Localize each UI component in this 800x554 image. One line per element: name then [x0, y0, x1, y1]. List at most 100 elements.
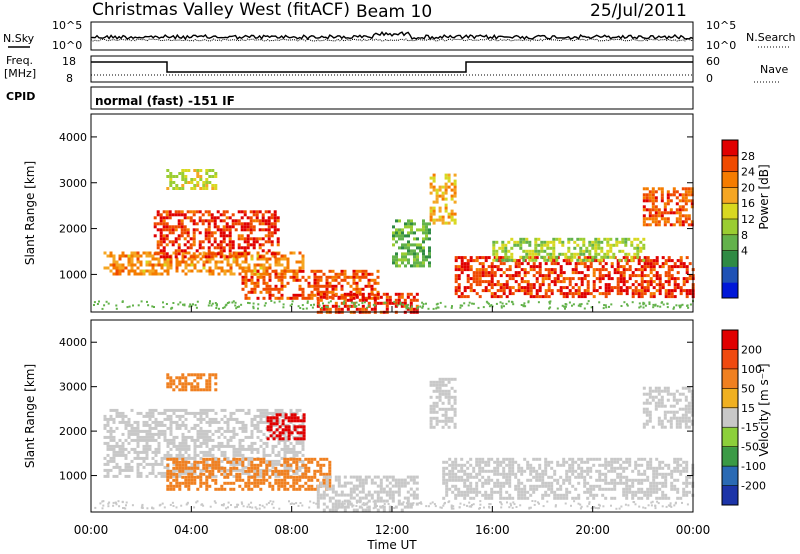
- data-cell: [681, 413, 685, 417]
- data-cell: [283, 441, 287, 445]
- data-cell: [678, 425, 682, 429]
- data-cell: [453, 218, 457, 222]
- data-cell: [355, 272, 359, 276]
- data-cell: [648, 410, 652, 414]
- data-cell: [586, 457, 590, 461]
- data-cell: [523, 469, 527, 473]
- data-cell: [196, 460, 200, 464]
- data-cell: [103, 441, 107, 445]
- data-cell: [118, 471, 122, 475]
- data-cell: [508, 481, 512, 485]
- data-cell: [645, 422, 649, 426]
- data-cell: [567, 237, 571, 241]
- data-cell: [649, 295, 653, 299]
- data-cell: [307, 281, 311, 285]
- data-cell: [510, 237, 514, 241]
- data-cell: [296, 431, 300, 435]
- data-cell: [166, 463, 170, 467]
- data-cell: [334, 304, 338, 308]
- data-cell: [487, 283, 491, 287]
- data-cell: [148, 426, 152, 430]
- data-cell: [292, 481, 296, 485]
- data-cell: [532, 475, 536, 479]
- plot-title: Christmas Valley West (fitACF): [92, 0, 350, 20]
- data-cell: [160, 429, 164, 433]
- data-cell: [435, 416, 439, 420]
- data-cell: [467, 304, 470, 307]
- data-cell: [540, 243, 544, 247]
- data-cell: [517, 490, 521, 494]
- data-cell: [201, 255, 205, 259]
- data-cell: [588, 240, 592, 244]
- data-cell: [687, 190, 691, 194]
- data-cell: [610, 277, 614, 281]
- data-cell: [670, 295, 674, 299]
- data-cell: [346, 502, 350, 506]
- data-cell: [616, 277, 620, 281]
- data-cell: [175, 257, 179, 261]
- data-cell: [640, 286, 644, 290]
- data-cell: [364, 502, 368, 506]
- nsky-log-bottom: 10^0: [52, 39, 82, 52]
- data-cell: [438, 398, 442, 402]
- data-cell: [364, 296, 368, 300]
- data-cell: [225, 234, 229, 238]
- data-cell: [646, 259, 650, 263]
- data-cell: [289, 269, 293, 273]
- data-cell: [481, 484, 485, 488]
- data-cell: [580, 303, 583, 306]
- data-cell: [517, 478, 521, 482]
- data-cell: [178, 376, 182, 380]
- data-cell: [678, 214, 682, 218]
- data-cell: [589, 262, 593, 266]
- data-cell: [532, 484, 536, 488]
- data-cell: [237, 219, 241, 223]
- data-cell: [637, 496, 641, 500]
- data-cell: [310, 484, 314, 488]
- data-cell: [274, 269, 278, 273]
- data-cell: [636, 255, 640, 259]
- data-cell: [616, 472, 620, 476]
- data-cell: [228, 252, 232, 256]
- data-cell: [196, 169, 200, 172]
- data-cell: [681, 419, 685, 423]
- data-cell: [673, 286, 677, 290]
- data-cell: [675, 304, 678, 307]
- data-cell: [401, 252, 404, 256]
- data-cell: [435, 197, 439, 201]
- data-cell: [286, 487, 290, 491]
- data-cell: [478, 283, 482, 287]
- data-cell: [310, 475, 314, 479]
- data-cell: [678, 211, 682, 215]
- data-cell: [162, 306, 165, 309]
- data-cell: [130, 269, 134, 273]
- data-cell: [292, 453, 296, 457]
- data-cell: [425, 234, 428, 238]
- data-cell: [142, 450, 146, 454]
- data-cell: [453, 182, 457, 186]
- data-cell: [271, 462, 275, 466]
- data-cell: [166, 169, 170, 172]
- data-cell: [202, 432, 206, 436]
- data-cell: [681, 187, 685, 191]
- data-cell: [301, 275, 305, 279]
- data-cell: [370, 287, 374, 291]
- data-cell: [619, 271, 623, 275]
- data-cell: [562, 481, 566, 485]
- data-cell: [201, 213, 205, 217]
- data-cell: [250, 417, 254, 421]
- data-cell: [249, 228, 253, 232]
- data-cell: [577, 481, 581, 485]
- data-cell: [181, 447, 185, 451]
- data-cell: [246, 237, 250, 241]
- data-cell: [301, 484, 305, 488]
- data-cell: [271, 447, 275, 451]
- data-cell: [184, 181, 188, 184]
- data-cell: [438, 218, 442, 222]
- data-cell: [153, 216, 157, 220]
- data-cell: [142, 269, 146, 273]
- data-cell: [136, 257, 140, 261]
- data-cell: [293, 416, 297, 420]
- data-cell: [96, 303, 99, 305]
- data-cell: [184, 175, 188, 178]
